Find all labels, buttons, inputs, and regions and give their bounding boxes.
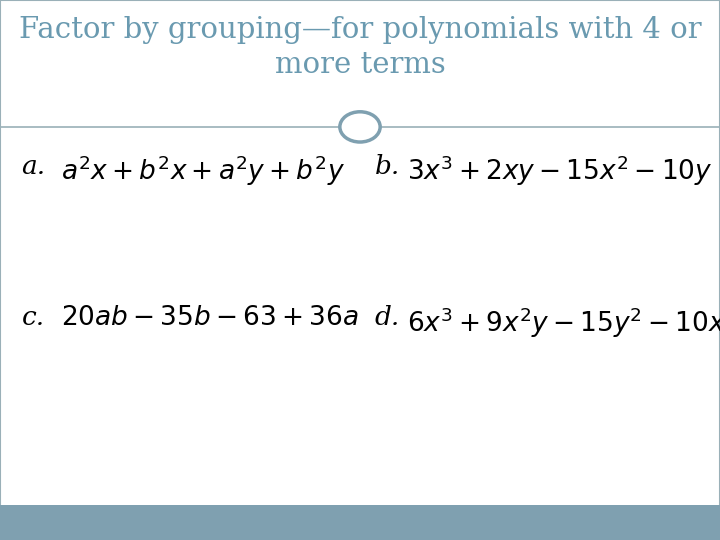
FancyBboxPatch shape xyxy=(0,505,720,540)
Text: $6x^3 + 9x^2y - 15y^2 - 10xy$: $6x^3 + 9x^2y - 15y^2 - 10xy$ xyxy=(407,305,720,340)
Text: $20ab - 35b - 63 + 36a$: $20ab - 35b - 63 + 36a$ xyxy=(61,305,359,331)
Text: a.: a. xyxy=(22,154,46,179)
Text: c.: c. xyxy=(22,305,45,330)
Text: d.: d. xyxy=(374,305,400,330)
Text: Factor by grouping—for polynomials with 4 or
more terms: Factor by grouping—for polynomials with … xyxy=(19,16,701,79)
Text: $3x^3 + 2xy - 15x^2 - 10y$: $3x^3 + 2xy - 15x^2 - 10y$ xyxy=(407,154,712,188)
Circle shape xyxy=(340,112,380,142)
Text: $a^2x + b^2x + a^2y + b^2y$: $a^2x + b^2x + a^2y + b^2y$ xyxy=(61,154,345,188)
Text: b.: b. xyxy=(374,154,400,179)
